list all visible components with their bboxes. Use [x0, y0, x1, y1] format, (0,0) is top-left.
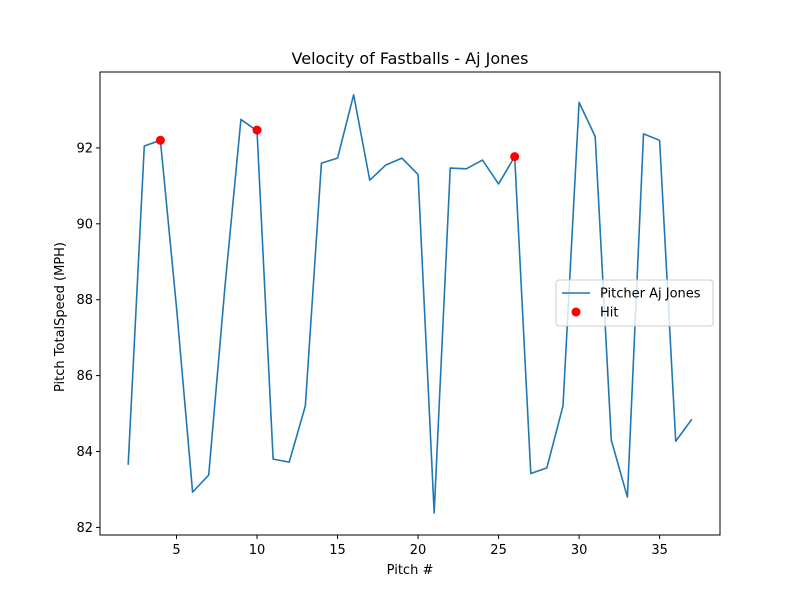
y-tick-label: 88 — [76, 293, 93, 308]
hit-point — [510, 152, 520, 162]
y-tick-label: 82 — [76, 521, 93, 536]
hit-point — [252, 125, 262, 135]
y-tick-label: 92 — [76, 141, 93, 156]
legend-label: Pitcher Aj Jones — [600, 287, 701, 302]
x-tick-label: 15 — [329, 543, 346, 558]
legend-dot-swatch — [571, 307, 581, 317]
y-tick-label: 86 — [76, 369, 93, 384]
series-line-velocity — [127, 93, 693, 514]
chart-title: Velocity of Fastballs - Aj Jones — [292, 49, 529, 68]
hit-point — [155, 135, 165, 145]
x-tick-label: 5 — [172, 543, 180, 558]
legend: Pitcher Aj Jones Hit — [555, 279, 714, 327]
legend-label: Hit — [600, 306, 618, 321]
y-tick-label: 90 — [76, 217, 93, 232]
x-tick-label: 10 — [249, 543, 266, 558]
x-tick-label: 30 — [571, 543, 588, 558]
x-axis-label: Pitch # — [387, 563, 434, 578]
y-tick-label: 84 — [76, 445, 93, 460]
x-tick-label: 25 — [490, 543, 507, 558]
x-tick-label: 20 — [410, 543, 427, 558]
y-axis-label: Pitch TotalSpeed (MPH) — [53, 242, 68, 392]
x-tick-label: 35 — [651, 543, 668, 558]
data-series — [127, 93, 693, 514]
legend-box — [555, 279, 714, 327]
plot-frame — [99, 71, 721, 536]
axis-ticks: 5 10 15 20 25 30 35 82 84 86 88 90 92 — [76, 141, 667, 558]
